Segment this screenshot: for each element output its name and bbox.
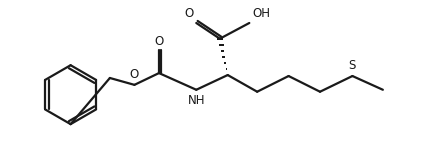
Text: NH: NH	[187, 94, 205, 107]
Text: O: O	[130, 68, 139, 81]
Text: OH: OH	[252, 7, 270, 20]
Text: O: O	[184, 7, 193, 20]
Text: S: S	[349, 59, 356, 72]
Text: O: O	[154, 34, 164, 48]
